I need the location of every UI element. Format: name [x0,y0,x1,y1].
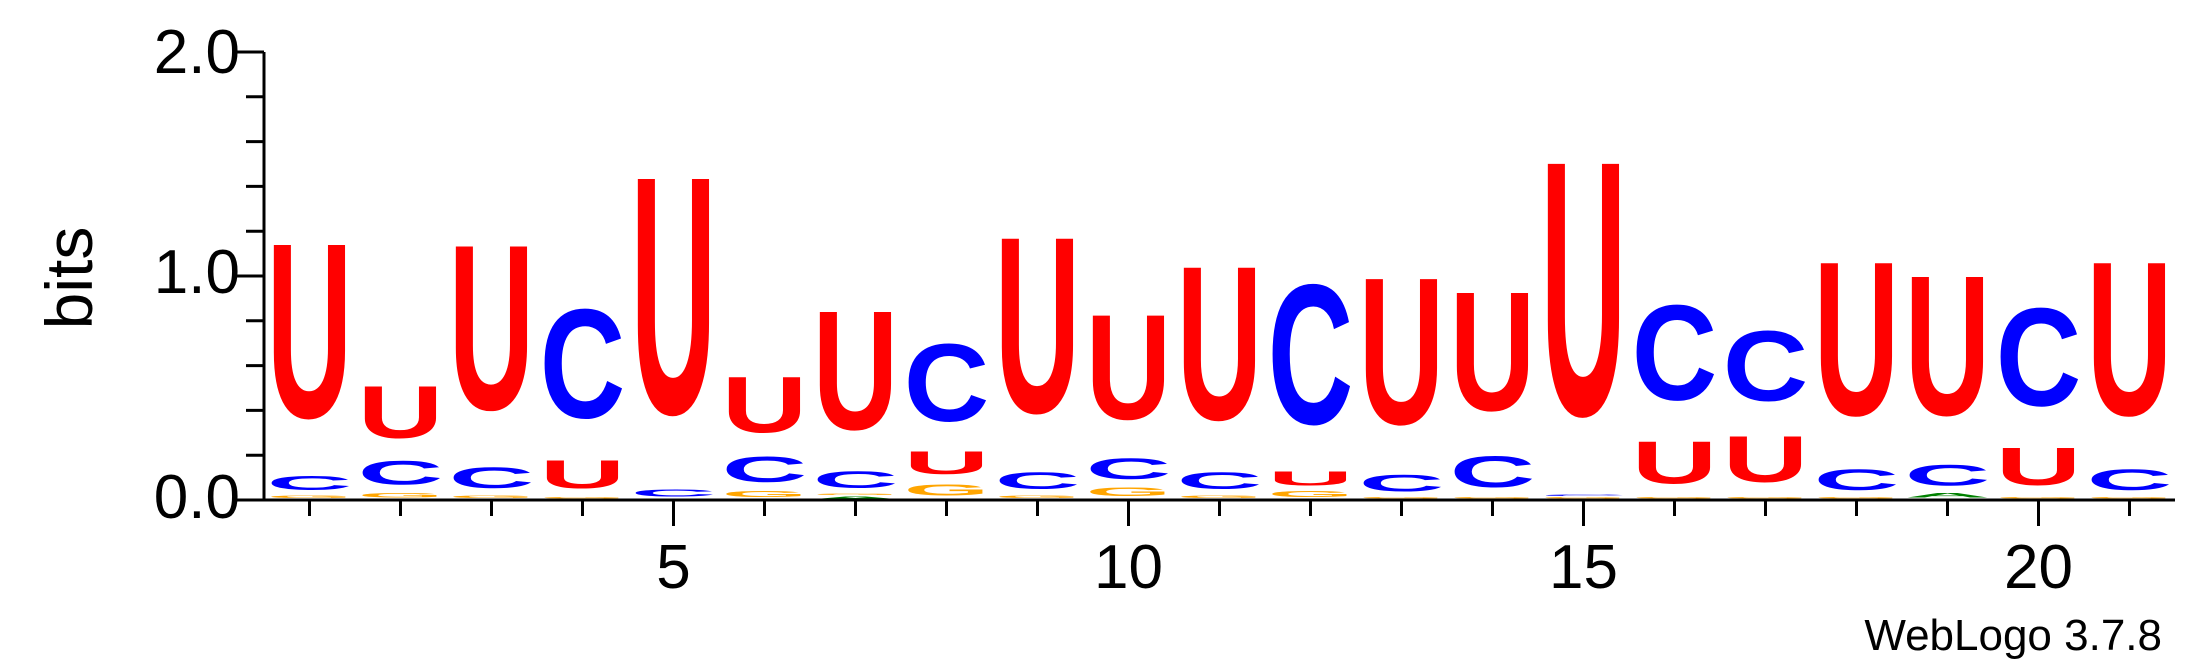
logo-glyph-U: U [1996,436,2082,496]
x-ticks [308,500,2131,526]
y-tick-label-0: 0.0 [154,463,240,532]
logo-glyph-C: C [1086,452,1172,485]
logo-glyph-U: U [1177,221,1263,466]
logo-glyph-G: G [540,497,626,499]
logo-glyph-U: U [1814,217,1900,462]
logo-glyph-U: U [449,195,535,459]
logo-glyph-C: C [267,472,353,494]
logo-glyph-U: U [1905,233,1991,457]
logo-glyph-U: U [1450,257,1536,447]
logo-glyph-C: C [995,468,1081,495]
logo-glyph-U: U [267,192,353,471]
logo-glyph-G: G [358,492,444,499]
x-axis: 5 10 15 20 [264,498,2175,602]
logo-glyph-G: G [267,494,353,498]
logo-glyph-C: C [813,467,899,494]
logo-glyph-G: G [1541,497,1627,499]
weblogo-credit: WebLogo 3.7.8 [1864,611,2162,660]
logo-glyph-C: C [904,323,990,445]
logo-glyph-G: G [1996,497,2082,499]
x-tick-label: 20 [2004,533,2073,602]
logo-glyph-G: G [1268,490,1354,499]
logo-glyph-G: G [995,494,1081,498]
logo-glyph-G: G [1632,497,1718,499]
y-ticks [234,50,264,502]
logo-glyph-G: G [1723,497,1809,499]
logo-glyph-G: G [1086,485,1172,499]
logo-glyph-G: G [449,494,535,498]
logo-glyph-C: C [358,454,444,492]
y-axis: 0.0 1.0 2.0 bits [32,18,266,532]
logo-glyph-U: U [1632,429,1718,496]
logo-glyph-C: C [1359,470,1445,497]
x-tick-label: 5 [656,533,690,602]
logo-glyph-G: G [1450,497,1536,499]
logo-glyph-U: U [1541,86,1627,492]
logo-glyph-C: C [2087,463,2173,496]
x-tick-labels: 5 10 15 20 [656,533,2073,602]
logo-glyph-G: G [2087,497,2173,499]
logo-glyph-C: C [1723,311,1809,422]
logo-glyph-C: C [540,278,626,451]
glyph-layer: AGCUAGCUAGCUAGUCACUAGCUAGCUAGUCAGCUAGCUA… [267,86,2173,500]
logo-glyph-U: U [1723,423,1809,497]
logo-glyph-C: C [449,461,535,494]
logo-glyph-A: A [813,495,899,499]
logo-glyph-C: C [1632,278,1718,429]
logo-glyph-C: C [631,488,717,499]
logo-glyph-G: G [904,481,990,499]
y-axis-label: bits [32,227,106,330]
y-tick-label-2: 2.0 [154,18,240,87]
logo-glyph-U: U [1359,235,1445,469]
logo-glyph-U: U [540,452,626,497]
logo-glyph-A: A [1905,492,1991,499]
logo-glyph-G: G [1359,497,1445,499]
logo-glyph-U: U [358,371,444,453]
y-tick-label-1: 1.0 [154,238,240,307]
logo-glyph-C: C [722,450,808,490]
logo-glyph-U: U [1268,467,1354,489]
logo-glyph-U: U [995,184,1081,466]
logo-glyph-U: U [722,361,808,450]
logo-glyph-U: U [2087,217,2173,462]
logo-glyph-U: U [631,106,717,485]
logo-glyph-C: C [1814,463,1900,496]
logo-glyph-C: C [1905,459,1991,492]
x-tick-label: 15 [1549,533,1618,602]
logo-glyph-U: U [1086,283,1172,451]
logo-glyph-G: G [1177,494,1263,498]
logo-glyph-C: C [1268,242,1354,466]
logo-glyph-G: G [722,490,808,499]
logo-glyph-C: C [1541,494,1627,496]
logo-glyph-U: U [813,276,899,466]
logo-glyph-C: C [1177,468,1263,495]
logo-glyph-G: G [1814,497,1900,499]
logo-glyph-C: C [1450,447,1536,496]
logo-glyph-U: U [904,445,990,481]
x-tick-label: 10 [1094,533,1163,602]
logo-glyph-C: C [1996,280,2082,435]
logo-glyph-G: G [813,493,899,495]
